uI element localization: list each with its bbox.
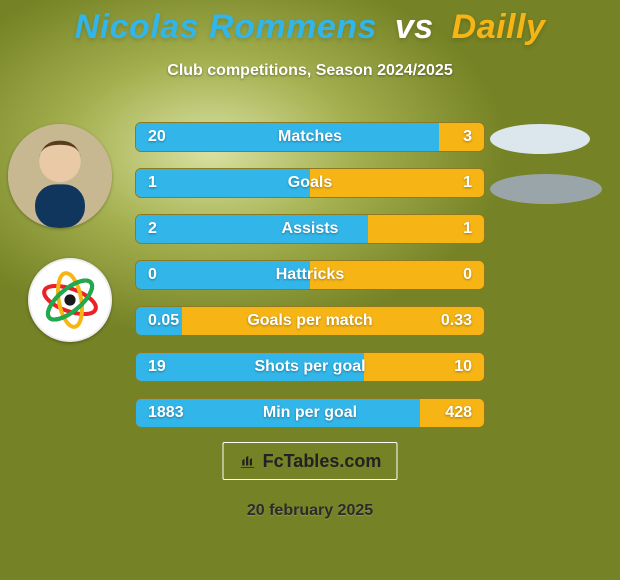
club-badge-icon [30,260,110,340]
stat-value-right: 3 [463,123,472,151]
stat-value-right: 1 [463,215,472,243]
club-badge [28,258,112,342]
stat-label: Hattricks [136,261,484,289]
title-separator: vs [395,8,434,46]
stat-value-left: 19 [148,353,166,381]
chart-icon [239,452,257,470]
player1-avatar [8,124,112,228]
stat-value-right: 10 [454,353,472,381]
stat-row: Hattricks0 0 [135,260,485,290]
stat-row: Assists2 1 [135,214,485,244]
stat-row: Shots per goal19 10 [135,352,485,382]
stat-bars: Matches203Goals11Assists21Hattricks00Goa… [135,122,485,444]
brand-text: FcTables.com [263,451,382,472]
stat-row: Matches20 3 [135,122,485,152]
stat-label: Goals per match [136,307,484,335]
stat-label: Shots per goal [136,353,484,381]
stat-value-right: 0 [463,261,472,289]
stat-value-right: 428 [445,399,472,427]
stat-label: Min per goal [136,399,484,427]
title-player1: Nicolas Rommens [75,8,377,46]
subtitle: Club competitions, Season 2024/2025 [0,62,620,80]
stat-row: Min per goal1883 428 [135,398,485,428]
date-text: 20 february 2025 [0,502,620,520]
stat-value-left: 1883 [148,399,184,427]
stat-value-left: 2 [148,215,157,243]
player2-avatar-placeholder-1 [490,124,590,154]
stat-value-left: 1 [148,169,157,197]
player2-avatar-placeholder-2 [490,174,602,204]
stat-row: Goals1 1 [135,168,485,198]
stat-value-left: 20 [148,123,166,151]
stat-value-left: 0.05 [148,307,179,335]
brand-badge[interactable]: FcTables.com [223,442,398,480]
stat-value-right: 0.33 [441,307,472,335]
stat-value-left: 0 [148,261,157,289]
stat-label: Assists [136,215,484,243]
page-title: Nicolas Rommens vs Dailly [0,8,620,47]
person-icon [8,124,112,228]
comparison-card: Nicolas Rommens vs Dailly Club competiti… [0,0,620,580]
stat-row: Goals per match0.05 0.33 [135,306,485,336]
stat-label: Matches [136,123,484,151]
stat-value-right: 1 [463,169,472,197]
title-player2: Dailly [452,8,546,46]
stat-label: Goals [136,169,484,197]
